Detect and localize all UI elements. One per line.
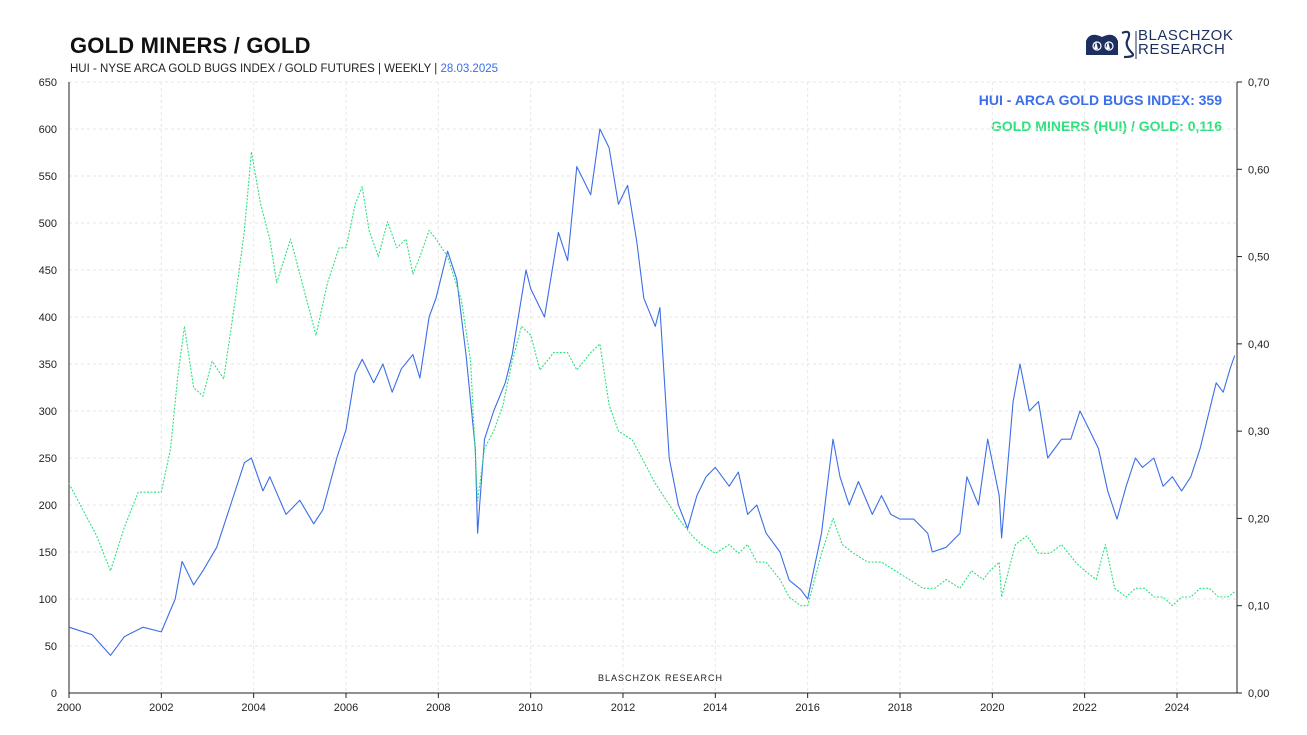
chart-subtitle: HUI - NYSE ARCA GOLD BUGS INDEX / GOLD F… — [70, 63, 498, 75]
chart-watermark: BLASCHZOK RESEARCH — [598, 673, 723, 683]
x-tick-label: 2002 — [149, 702, 173, 714]
y-left-tick-label: 550 — [39, 171, 57, 183]
series-line-hui — [68, 128, 1236, 656]
x-tick-label: 2004 — [241, 702, 265, 714]
brand-logo-icon — [1086, 30, 1137, 59]
y-left-tick-label: 600 — [39, 124, 57, 136]
x-tick-label: 2012 — [611, 702, 635, 714]
y-right-tick-label: 0,20 — [1248, 513, 1269, 525]
subtitle-text: HUI - NYSE ARCA GOLD BUGS INDEX / GOLD F… — [70, 63, 438, 75]
x-tick-label: 2024 — [1165, 702, 1189, 714]
x-tick-label: 2010 — [518, 702, 542, 714]
x-tick-label: 2008 — [426, 702, 450, 714]
y-left-tick-label: 100 — [39, 594, 57, 606]
y-right-tick-label: 0,00 — [1248, 688, 1269, 700]
series-line-ratio — [68, 151, 1236, 607]
y-right-tick-label: 0,30 — [1248, 426, 1269, 438]
x-tick-label: 2014 — [703, 702, 727, 714]
axes: 0 50 100 150 200 250 300 350 400 450 500 550 600 650 0… — [39, 77, 1270, 714]
y-left-tick-label: 500 — [39, 218, 57, 230]
y-left-tick-label: 350 — [39, 359, 57, 371]
x-tick-label: 2000 — [57, 702, 81, 714]
y-right-tick-label: 0,50 — [1248, 252, 1269, 264]
x-tick-label: 2016 — [795, 702, 819, 714]
legend-hui: HUI - ARCA GOLD BUGS INDEX: 359 — [978, 92, 1222, 108]
y-left-tick-label: 50 — [45, 641, 57, 653]
y-right-tick-label: 0,60 — [1248, 164, 1269, 176]
y-left-tick-label: 250 — [39, 453, 57, 465]
y-right-tick-label: 0,10 — [1248, 601, 1269, 613]
x-tick-label: 2020 — [980, 702, 1004, 714]
legend-ratio: GOLD MINERS (HUI) / GOLD: 0,116 — [990, 118, 1222, 134]
chart-title: GOLD MINERS / GOLD — [70, 33, 311, 58]
chart-date: 28.03.2025 — [440, 63, 499, 75]
y-left-tick-label: 0 — [51, 688, 57, 700]
y-left-tick-label: 300 — [39, 406, 57, 418]
x-tick-label: 2018 — [888, 702, 912, 714]
y-right-tick-label: 0,70 — [1248, 77, 1269, 89]
y-left-tick-label: 400 — [39, 312, 57, 324]
y-right-tick-label: 0,40 — [1248, 339, 1269, 351]
y-left-tick-label: 200 — [39, 500, 57, 512]
grid — [68, 81, 1237, 694]
brand-line-1: BLASCHZOK — [1138, 27, 1234, 44]
y-left-tick-label: 150 — [39, 547, 57, 559]
series-group — [68, 128, 1236, 656]
brand-name: BLASCHZOK RESEARCH — [1138, 27, 1234, 58]
x-tick-label: 2022 — [1072, 702, 1096, 714]
brand-line-2: RESEARCH — [1138, 41, 1226, 58]
x-tick-label: 2006 — [334, 702, 358, 714]
y-left-tick-label: 450 — [39, 265, 57, 277]
y-left-tick-label: 650 — [39, 77, 57, 89]
